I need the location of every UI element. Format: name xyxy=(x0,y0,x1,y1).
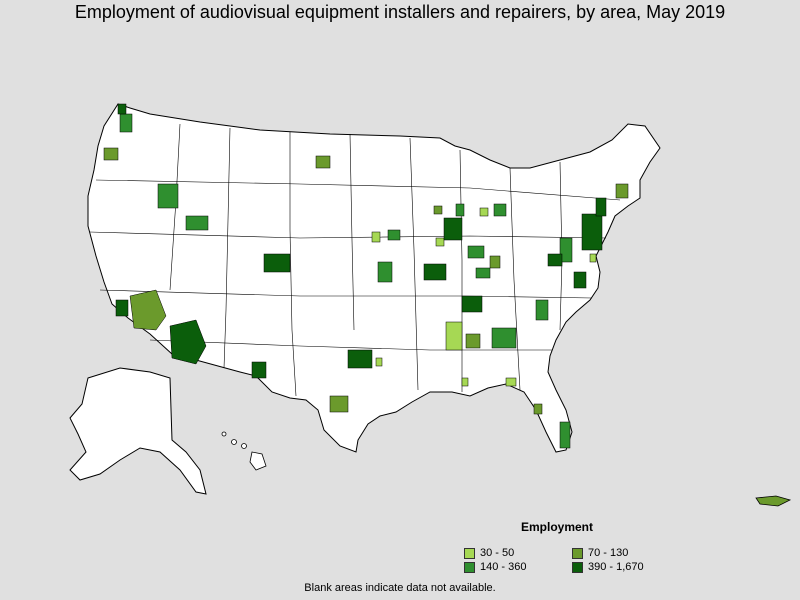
legend-swatch xyxy=(572,561,583,573)
hawaii-islands xyxy=(221,431,267,471)
legend-item-140-360: 140 - 360 xyxy=(464,560,526,574)
puerto-rico xyxy=(755,495,792,507)
legend-item-390-1670: 390 - 1,670 xyxy=(572,560,644,574)
legend-label: 30 - 50 xyxy=(480,547,515,559)
legend-item-70-130: 70 - 130 xyxy=(572,546,628,560)
legend-title: Employment xyxy=(521,520,594,534)
legend-swatch xyxy=(464,547,475,559)
legend-swatch xyxy=(464,561,475,573)
areas-390-1670 xyxy=(115,103,607,379)
map-title: Employment of audiovisual equipment inst… xyxy=(74,2,726,22)
areas-30-50 xyxy=(371,207,597,387)
us-area-map xyxy=(69,103,792,507)
legend-item-30-50: 30 - 50 xyxy=(464,546,514,560)
areas-140-360 xyxy=(119,113,573,449)
footnote: Blank areas indicate data not available. xyxy=(304,582,496,594)
legend-label: 140 - 360 xyxy=(480,561,527,573)
areas-70-130 xyxy=(103,147,629,415)
legend-swatch xyxy=(572,547,583,559)
legend-label: 390 - 1,670 xyxy=(588,561,644,573)
legend-label: 70 - 130 xyxy=(588,547,629,559)
alaska-outline xyxy=(69,367,207,495)
